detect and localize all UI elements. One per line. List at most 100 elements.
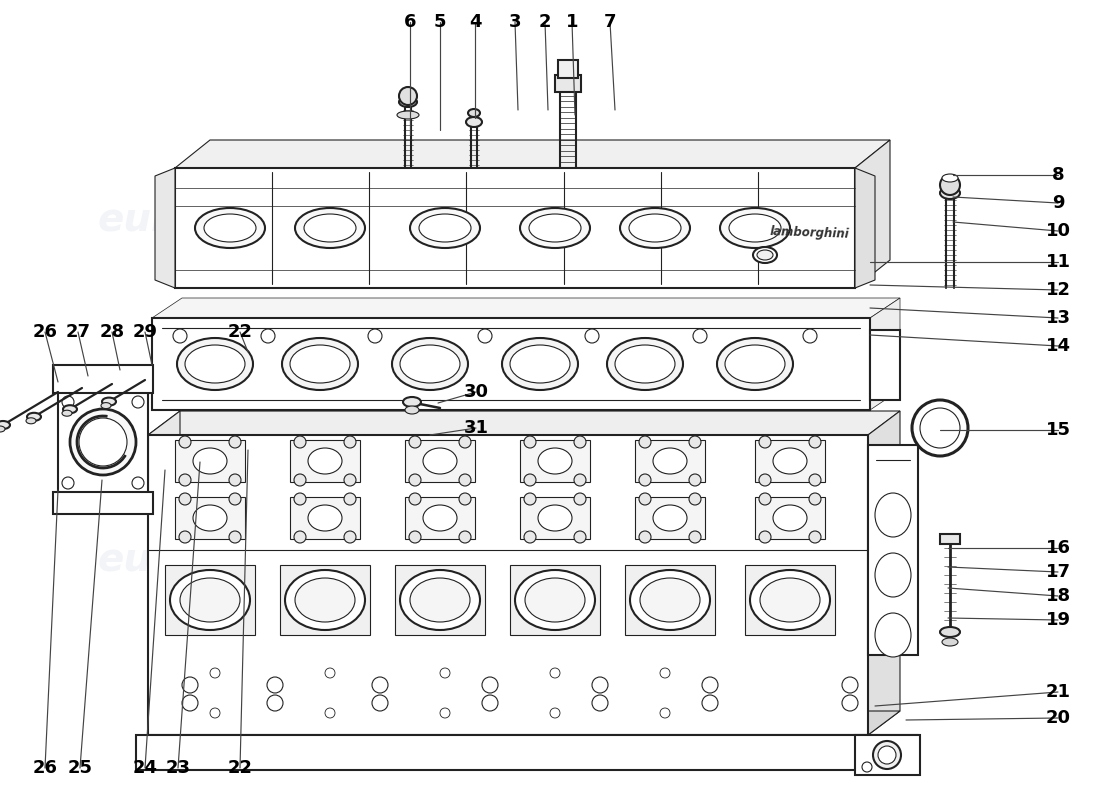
Circle shape xyxy=(229,474,241,486)
Circle shape xyxy=(482,677,498,693)
Circle shape xyxy=(702,677,718,693)
Ellipse shape xyxy=(717,338,793,390)
Ellipse shape xyxy=(424,505,456,531)
Text: 3: 3 xyxy=(508,13,521,31)
Bar xyxy=(635,440,705,482)
Circle shape xyxy=(229,493,241,505)
Ellipse shape xyxy=(757,250,773,260)
Text: 11: 11 xyxy=(1045,253,1070,271)
Bar xyxy=(165,565,255,635)
Ellipse shape xyxy=(750,570,830,630)
Circle shape xyxy=(179,493,191,505)
Ellipse shape xyxy=(502,338,578,390)
Text: lamborghini: lamborghini xyxy=(770,225,850,241)
Circle shape xyxy=(179,436,191,448)
Circle shape xyxy=(803,329,817,343)
Ellipse shape xyxy=(720,208,790,248)
Text: 22: 22 xyxy=(228,323,253,341)
Circle shape xyxy=(182,677,198,693)
Text: 21: 21 xyxy=(1045,683,1070,701)
Circle shape xyxy=(808,493,821,505)
Polygon shape xyxy=(870,330,900,400)
Bar xyxy=(520,497,590,539)
Ellipse shape xyxy=(515,570,595,630)
Ellipse shape xyxy=(640,578,700,622)
Text: 24: 24 xyxy=(132,759,157,777)
Circle shape xyxy=(267,695,283,711)
Text: 25: 25 xyxy=(67,759,92,777)
Ellipse shape xyxy=(304,214,356,242)
Ellipse shape xyxy=(754,247,777,263)
Polygon shape xyxy=(175,168,855,288)
Ellipse shape xyxy=(102,398,116,406)
Circle shape xyxy=(459,436,471,448)
Bar xyxy=(755,497,825,539)
Text: 13: 13 xyxy=(1045,309,1070,327)
Bar xyxy=(53,365,153,393)
Circle shape xyxy=(294,474,306,486)
Circle shape xyxy=(409,474,421,486)
Circle shape xyxy=(261,329,275,343)
Ellipse shape xyxy=(410,578,470,622)
Circle shape xyxy=(62,396,74,408)
Ellipse shape xyxy=(308,505,342,531)
Circle shape xyxy=(459,474,471,486)
Polygon shape xyxy=(855,140,890,288)
Circle shape xyxy=(182,695,198,711)
Ellipse shape xyxy=(403,397,421,407)
Bar xyxy=(290,497,360,539)
Circle shape xyxy=(179,474,191,486)
Circle shape xyxy=(689,531,701,543)
Polygon shape xyxy=(148,411,180,735)
Ellipse shape xyxy=(520,208,590,248)
Bar xyxy=(556,75,581,92)
Bar xyxy=(280,565,370,635)
Polygon shape xyxy=(58,390,148,495)
Text: 17: 17 xyxy=(1045,563,1070,581)
Bar xyxy=(940,534,960,544)
Text: eurospares: eurospares xyxy=(97,201,343,239)
Circle shape xyxy=(179,531,191,543)
Circle shape xyxy=(550,668,560,678)
Ellipse shape xyxy=(874,493,911,537)
Text: 19: 19 xyxy=(1045,611,1070,629)
Polygon shape xyxy=(175,140,890,168)
Circle shape xyxy=(524,474,536,486)
Ellipse shape xyxy=(400,570,480,630)
Ellipse shape xyxy=(510,345,570,383)
Circle shape xyxy=(759,474,771,486)
Circle shape xyxy=(132,477,144,489)
Circle shape xyxy=(689,493,701,505)
Ellipse shape xyxy=(192,505,227,531)
Ellipse shape xyxy=(729,214,781,242)
Text: 10: 10 xyxy=(1045,222,1070,240)
Circle shape xyxy=(524,531,536,543)
Bar xyxy=(405,497,475,539)
Ellipse shape xyxy=(180,578,240,622)
Ellipse shape xyxy=(468,109,480,117)
Text: eurospares: eurospares xyxy=(97,541,343,579)
Ellipse shape xyxy=(101,402,111,409)
Circle shape xyxy=(409,493,421,505)
Ellipse shape xyxy=(192,448,227,474)
Polygon shape xyxy=(855,168,875,288)
Circle shape xyxy=(862,762,872,772)
Circle shape xyxy=(459,531,471,543)
Bar xyxy=(520,440,590,482)
Ellipse shape xyxy=(290,345,350,383)
Ellipse shape xyxy=(538,448,572,474)
Text: 〜〜〜〜〜〜〜〜〜〜〜〜: 〜〜〜〜〜〜〜〜〜〜〜〜 xyxy=(320,195,539,225)
Circle shape xyxy=(79,418,126,466)
Circle shape xyxy=(574,493,586,505)
Circle shape xyxy=(878,746,896,764)
Polygon shape xyxy=(870,298,900,410)
Circle shape xyxy=(842,677,858,693)
Text: 26: 26 xyxy=(33,759,57,777)
Circle shape xyxy=(592,677,608,693)
Ellipse shape xyxy=(308,448,342,474)
Bar xyxy=(395,565,485,635)
Circle shape xyxy=(173,329,187,343)
Circle shape xyxy=(344,474,356,486)
Circle shape xyxy=(482,695,498,711)
Text: 7: 7 xyxy=(604,13,616,31)
